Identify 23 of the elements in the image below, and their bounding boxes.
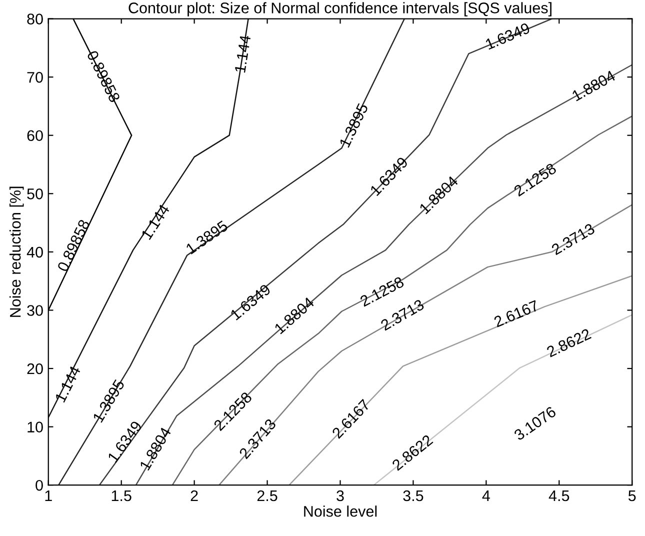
annotation: 1.144 bbox=[234, 34, 251, 73]
chart-title: Contour plot: Size of Normal confidence intervals [SQS values] bbox=[128, 2, 552, 16]
y-tick-label: 50 bbox=[27, 188, 43, 200]
y-tick-label: 40 bbox=[26, 246, 43, 258]
x-tick-label: 2.5 bbox=[257, 490, 278, 502]
x-tick-label: 4 bbox=[482, 490, 490, 502]
y-axis-title: Noise reduction [%] bbox=[10, 186, 24, 317]
y-tick-label: 0 bbox=[36, 480, 43, 491]
x-tick-label: 3.5 bbox=[403, 490, 424, 502]
y-tick-label: 80 bbox=[27, 14, 43, 24]
x-tick-label: 1 bbox=[45, 490, 52, 502]
x-tick-label: 4.5 bbox=[548, 490, 570, 502]
y-tick-label: 60 bbox=[27, 130, 43, 142]
x-tick-label: 2 bbox=[190, 490, 198, 502]
annotation: 1.144 bbox=[54, 365, 81, 403]
y-tick-label: 20 bbox=[27, 363, 43, 374]
x-tick-label: 5 bbox=[628, 490, 636, 502]
x-axis-title: Noise level bbox=[304, 506, 377, 517]
y-tick-label: 70 bbox=[27, 72, 43, 83]
x-tick-label: 3 bbox=[336, 490, 344, 502]
y-tick-label: 10 bbox=[28, 422, 43, 432]
y-tick-label: 30 bbox=[27, 305, 43, 316]
x-tick-label: 1.5 bbox=[112, 490, 132, 502]
